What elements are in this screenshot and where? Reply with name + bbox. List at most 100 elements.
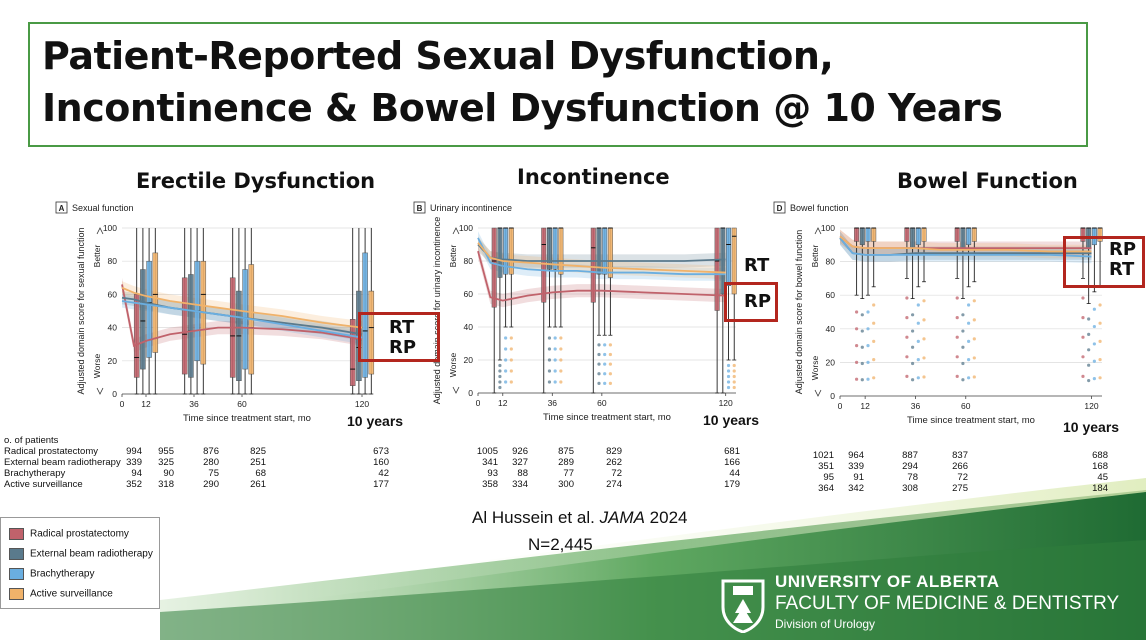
- outlier-point: [553, 336, 557, 340]
- box-plot: [714, 227, 720, 394]
- box-plot: [720, 227, 726, 394]
- patients-count: 95: [823, 472, 834, 483]
- box-plot: [910, 227, 916, 299]
- outlier-point: [905, 316, 909, 320]
- patients-count: 93: [487, 468, 498, 479]
- callout-box-erectile: [358, 312, 440, 362]
- patients-count: 300: [558, 479, 574, 490]
- series-line: [121, 300, 363, 339]
- outlier-point: [1098, 303, 1102, 307]
- patients-count: 261: [250, 479, 266, 490]
- outlier-point: [860, 329, 864, 333]
- outlier-point: [504, 369, 508, 373]
- outlier-point: [1081, 374, 1085, 378]
- x-axis-label: Time since treatment start, mo: [543, 412, 671, 423]
- patients-count: 964: [848, 450, 864, 461]
- patients-count: 339: [848, 461, 864, 472]
- sample-size: N=2,445: [528, 535, 593, 554]
- patients-count: 325: [158, 457, 174, 468]
- division-name: Division of Urology: [775, 617, 876, 631]
- chart-sexual-function: A Sexual function 0 20 40 60 80 100 0 12 36 60 120 Ti…: [55, 201, 375, 424]
- patients-table-bowel: 1021 964 887 837 688 351 339 294 266 168 95 91 78 72 4…: [808, 450, 1108, 494]
- outlier-point: [603, 372, 607, 376]
- outlier-point: [1087, 363, 1091, 367]
- outlier-point: [498, 374, 502, 379]
- outlier-point: [860, 313, 864, 317]
- better-arrow-icon: [452, 227, 460, 235]
- box-plot: [491, 227, 497, 394]
- outlier-point: [961, 361, 965, 366]
- y-tick-label: 0: [830, 391, 835, 401]
- ten-years-erectile: 10 years: [347, 413, 404, 429]
- y-tick-label: 40: [826, 324, 836, 334]
- x-tick-label: 0: [120, 399, 125, 409]
- outlier-point: [972, 318, 976, 322]
- patients-table-row: 358 334 300 274 179: [470, 479, 740, 490]
- outlier-point: [732, 363, 736, 368]
- x-tick-label: 12: [141, 399, 151, 409]
- outlier-point: [1092, 324, 1096, 329]
- outlier-point: [726, 363, 731, 368]
- patients-count: 290: [203, 479, 219, 490]
- outlier-point: [916, 321, 920, 325]
- outlier-point: [504, 336, 508, 340]
- patients-count: 90: [163, 468, 174, 479]
- outlier-point: [955, 296, 959, 300]
- outlier-point: [855, 360, 859, 364]
- outlier-point: [961, 329, 965, 333]
- patients-count: 825: [250, 446, 266, 457]
- outlier-point: [726, 369, 731, 373]
- y-tick-label: 20: [464, 355, 474, 365]
- outlier-point: [597, 372, 601, 376]
- outlier-point: [961, 345, 965, 349]
- outlier-point: [967, 321, 971, 325]
- y-tick-label: 40: [464, 322, 474, 332]
- patients-count: 294: [902, 461, 918, 472]
- outlier-point: [866, 360, 870, 364]
- x-tick-label: 60: [961, 401, 971, 411]
- patients-row-label: Brachytherapy: [4, 468, 66, 479]
- box-plot: [854, 227, 860, 296]
- x-tick-label: 60: [597, 398, 607, 408]
- patients-count: 351: [818, 461, 834, 472]
- y-tick-label: 80: [826, 257, 836, 267]
- patients-table-row: Active surveillance 352 318 290 261 177: [4, 479, 404, 490]
- patients-count: 339: [126, 457, 142, 468]
- outlier-point: [608, 362, 612, 366]
- outlier-point: [509, 358, 513, 362]
- worse-arrow-icon: [814, 389, 822, 397]
- box-plot: [596, 227, 602, 336]
- y-tick-label: 80: [108, 256, 118, 266]
- patients-count: 887: [902, 450, 918, 461]
- university-name: UNIVERSITY OF ALBERTA: [775, 572, 1000, 591]
- y-tick-label: 40: [108, 323, 118, 333]
- outlier-point: [1087, 379, 1091, 383]
- patients-table-erectile: o. of patients Radical prostatectomy 994 95…: [4, 435, 404, 490]
- outlier-point: [608, 372, 612, 376]
- panel-heading-incontinence: Incontinence: [517, 165, 670, 189]
- outlier-point: [1092, 359, 1096, 363]
- chart-urinary-incontinence: B Urinary incontinence 0 20 40 60 80 100 0 12 36 60…: [413, 201, 737, 423]
- slide-title-box: Patient-Reported Sexual Dysfunction, Inc…: [28, 22, 1088, 147]
- patients-count: 280: [203, 457, 219, 468]
- outlier-point: [559, 358, 563, 362]
- outlier-point: [905, 374, 909, 378]
- y-tick-label: 20: [108, 356, 118, 366]
- y-worse-label: Worse: [448, 353, 458, 378]
- outlier-point: [1092, 342, 1096, 346]
- outlier-point: [1081, 335, 1085, 339]
- patients-count: 251: [250, 457, 266, 468]
- patients-count: 829: [606, 446, 622, 457]
- patients-count: 876: [203, 446, 219, 457]
- patients-count: 274: [606, 479, 622, 490]
- outlier-point: [559, 369, 563, 373]
- outlier-point: [905, 296, 909, 300]
- callout-box-bowel: [1063, 236, 1145, 288]
- patients-table-row: 1005 926 875 829 681: [470, 446, 740, 457]
- outlier-point: [732, 369, 736, 373]
- outlier-point: [1081, 316, 1085, 320]
- box-plot: [607, 227, 613, 336]
- outlier-point: [855, 344, 859, 348]
- outlier-point: [955, 355, 959, 359]
- patients-count: 45: [1097, 472, 1108, 483]
